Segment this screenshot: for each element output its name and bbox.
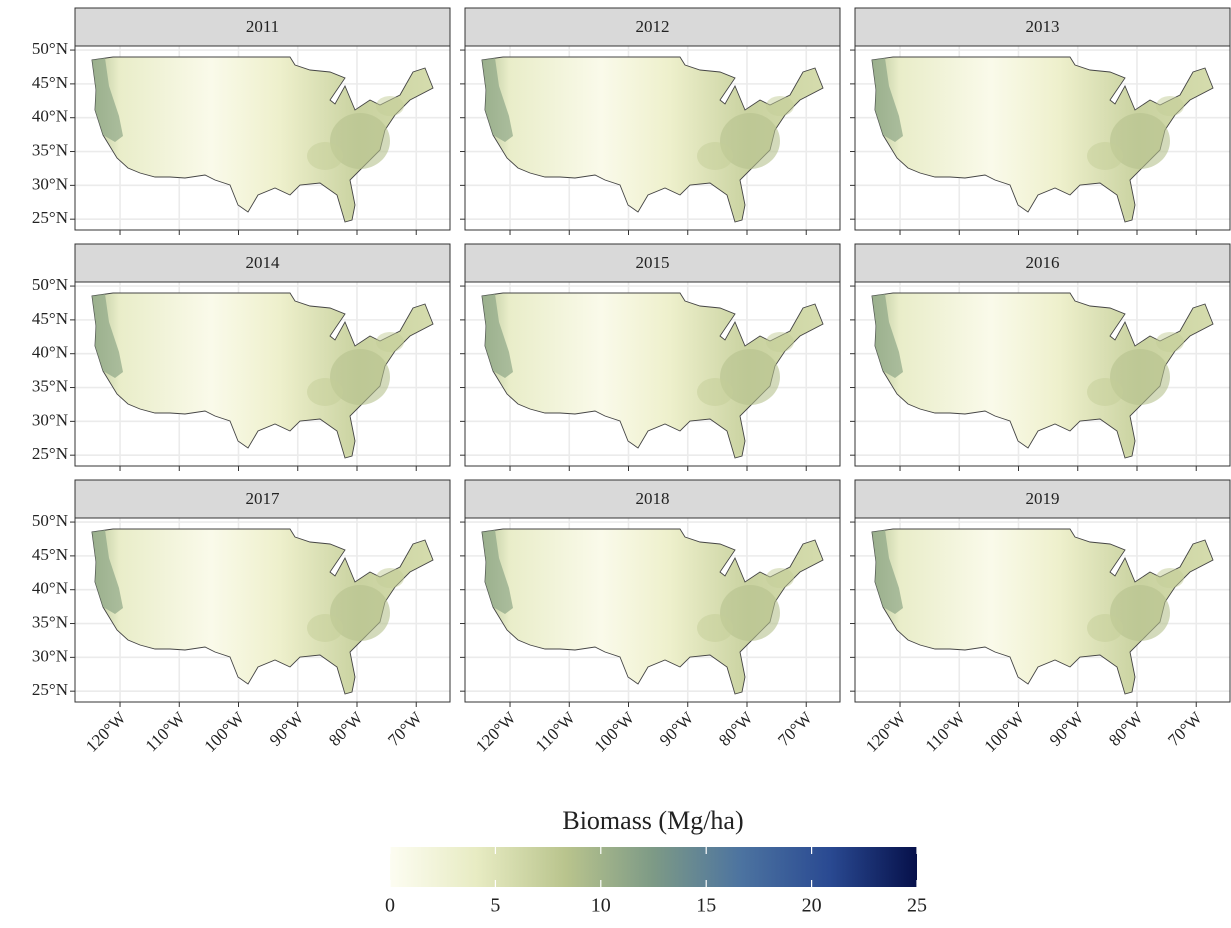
facet: 2013 [850,7,1231,235]
y-tick-label: 35°N [32,376,68,395]
facet: 2016 [850,243,1231,471]
strip [854,7,1231,47]
y-tick-label: 45°N [32,73,68,92]
x-tick-label: 70°W [774,707,816,749]
strip-label: 2018 [636,489,670,508]
x-tick-label: 100°W [200,707,248,755]
y-tick-label: 30°N [32,410,68,429]
panel-border [464,281,841,467]
strip [74,479,451,519]
y-tick-label: 30°N [32,646,68,665]
panel-border [74,45,451,231]
colorbar-tick-label: 25 [907,895,927,917]
y-tick-label: 50°N [32,511,68,530]
strip [74,7,451,47]
x-tick-label: 120°W [862,707,910,755]
y-tick-label: 30°N [32,174,68,193]
facet: 2015 [460,243,841,471]
x-tick-label: 80°W [325,707,367,749]
facet: 2014 25°N 30°N 35°N 40°N 45°N 50°N [32,243,451,471]
panel-border [464,517,841,703]
x-tick-label: 80°W [1105,707,1147,749]
strip-label: 2016 [1026,253,1060,272]
panel-border [74,281,451,467]
y-tick-label: 25°N [32,444,68,463]
facet: 2017 120°W 110°W 100°W 90°W 80°W 70°W 25°N 30°N 3… [32,479,451,756]
colorbar [390,847,917,887]
y-tick-label: 40°N [32,107,68,126]
colorbar-tick-label: 5 [490,895,500,917]
y-tick-label: 40°N [32,343,68,362]
legend-title: Biomass (Mg/ha) [562,806,743,835]
panel-border [854,45,1231,231]
colorbar-tick-label: 15 [696,895,716,917]
strip-label: 2011 [246,17,279,36]
x-tick-label: 70°W [384,707,426,749]
strip-label: 2019 [1026,489,1060,508]
y-tick-label: 50°N [32,275,68,294]
x-tick-label: 70°W [1164,707,1206,749]
y-tick-label: 45°N [32,545,68,564]
facet: 2019 120°W 110°W 100°W 90°W 80°W 70°W [850,479,1231,756]
panel-border [464,45,841,231]
strip-label: 2014 [246,253,281,272]
x-tick-label: 90°W [266,707,308,749]
x-tick-label: 120°W [82,707,130,755]
strip [854,479,1231,519]
y-tick-label: 40°N [32,579,68,598]
x-tick-label: 110°W [142,707,190,755]
x-tick-label: 80°W [715,707,757,749]
panels: 2011 25°N 30°N 35°N 40°N 45°N 50°N 2012 2013 2014… [32,7,1231,756]
y-tick-label: 25°N [32,208,68,227]
strip-label: 2012 [636,17,670,36]
strip-label: 2017 [246,489,281,508]
panel-border [854,517,1231,703]
x-tick-label: 100°W [590,707,638,755]
y-tick-label: 50°N [32,39,68,58]
x-tick-label: 90°W [656,707,698,749]
x-tick-label: 110°W [532,707,580,755]
strip [74,243,451,283]
colorbar-tick-label: 0 [385,895,395,917]
strip [854,243,1231,283]
strip-label: 2015 [636,253,670,272]
colorbar-tick-label: 10 [591,895,611,917]
x-tick-label: 90°W [1046,707,1088,749]
strip [464,479,841,519]
y-tick-label: 35°N [32,612,68,631]
x-tick-label: 100°W [980,707,1028,755]
facet: 2018 120°W 110°W 100°W 90°W 80°W 70°W [460,479,841,756]
facet: 2011 25°N 30°N 35°N 40°N 45°N 50°N [32,7,451,235]
y-tick-label: 35°N [32,140,68,159]
y-tick-label: 45°N [32,309,68,328]
strip [464,243,841,283]
strip [464,7,841,47]
panel-border [74,517,451,703]
strip-label: 2013 [1026,17,1060,36]
panel-border [854,281,1231,467]
facet: 2012 [460,7,841,235]
x-tick-label: 120°W [472,707,520,755]
colorbar-tick-label: 20 [802,895,822,917]
y-tick-label: 25°N [32,680,68,699]
x-tick-label: 110°W [922,707,970,755]
